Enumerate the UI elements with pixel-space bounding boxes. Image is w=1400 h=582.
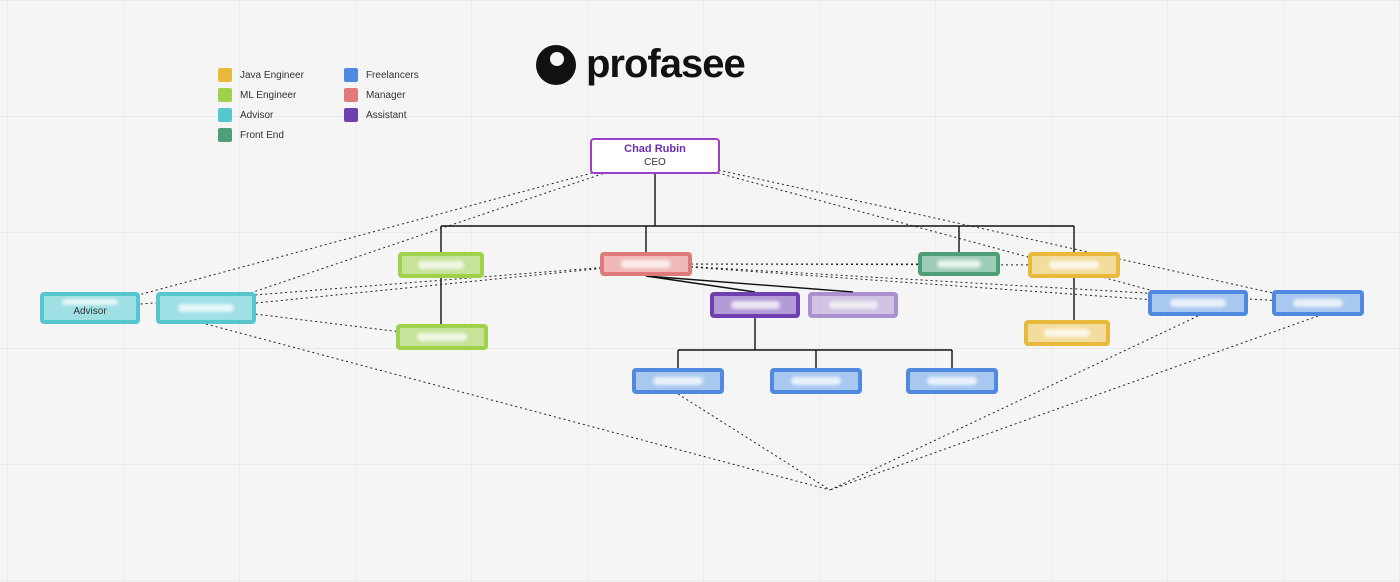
org-node-asst2[interactable] — [808, 292, 898, 318]
org-node-ml2[interactable] — [396, 324, 488, 350]
legend-label: Manager — [366, 90, 405, 101]
legend-swatch — [218, 68, 232, 82]
org-node-java1[interactable] — [1028, 252, 1120, 278]
redacted-label — [621, 260, 671, 268]
legend-item: Manager — [344, 88, 419, 102]
legend-label: Freelancers — [366, 70, 419, 81]
org-node-ml1[interactable] — [398, 252, 484, 278]
redacted-label — [1044, 329, 1090, 337]
redacted-label — [418, 261, 464, 269]
org-node-free1[interactable] — [1148, 290, 1248, 316]
redacted-label — [417, 333, 467, 341]
logo-text: profasee — [586, 42, 745, 87]
redacted-label — [62, 299, 118, 305]
node-name: Chad Rubin — [624, 143, 686, 157]
org-chart-canvas: profasee Java Engineer Freelancers ML Engi… — [0, 0, 1400, 582]
org-node-fe1[interactable] — [918, 252, 1000, 276]
redacted-label — [731, 301, 780, 309]
node-subtitle: Advisor — [73, 306, 106, 319]
org-node-java2[interactable] — [1024, 320, 1110, 346]
org-node-adv2[interactable] — [156, 292, 256, 324]
org-node-free2[interactable] — [1272, 290, 1364, 316]
logo-mark-icon — [536, 45, 576, 85]
org-node-ceo[interactable]: Chad RubinCEO — [590, 138, 720, 174]
redacted-label — [791, 377, 841, 385]
legend-swatch — [344, 68, 358, 82]
redacted-label — [1049, 261, 1099, 269]
redacted-label — [927, 377, 977, 385]
legend-swatch — [344, 88, 358, 102]
legend-item: Freelancers — [344, 68, 419, 82]
legend-item: ML Engineer — [218, 88, 304, 102]
redacted-label — [1170, 299, 1226, 307]
org-node-free4[interactable] — [770, 368, 862, 394]
legend-item: Java Engineer — [218, 68, 304, 82]
legend-swatch — [344, 108, 358, 122]
node-title: CEO — [644, 157, 666, 170]
legend-label: Advisor — [240, 110, 273, 121]
legend-label: Front End — [240, 130, 284, 141]
redacted-label — [1293, 299, 1343, 307]
company-logo: profasee — [536, 42, 745, 87]
org-node-free3[interactable] — [632, 368, 724, 394]
legend-swatch — [218, 108, 232, 122]
legend-item: Advisor — [218, 108, 304, 122]
legend-swatch — [218, 128, 232, 142]
redacted-label — [653, 377, 703, 385]
redacted-label — [178, 304, 234, 312]
legend-label: ML Engineer — [240, 90, 296, 101]
org-node-adv1[interactable]: Advisor — [40, 292, 140, 324]
legend-label: Assistant — [366, 110, 407, 121]
org-node-mgr1[interactable] — [600, 252, 692, 276]
role-legend: Java Engineer Freelancers ML Engineer Manag… — [218, 68, 419, 142]
legend-label: Java Engineer — [240, 70, 304, 81]
redacted-label — [937, 260, 980, 268]
legend-item: Assistant — [344, 108, 419, 122]
org-node-asst1[interactable] — [710, 292, 800, 318]
org-node-free5[interactable] — [906, 368, 998, 394]
legend-item: Front End — [218, 128, 304, 142]
legend-swatch — [218, 88, 232, 102]
redacted-label — [829, 301, 878, 309]
